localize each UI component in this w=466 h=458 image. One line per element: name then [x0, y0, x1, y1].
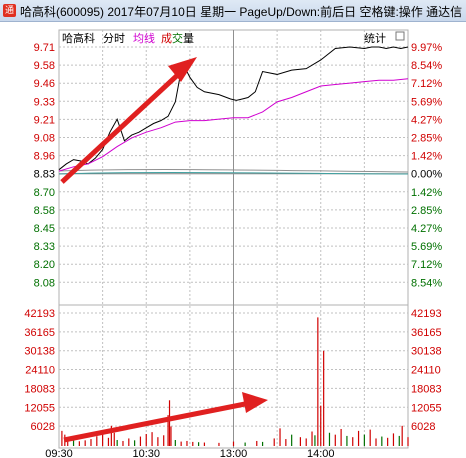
- mode-label[interactable]: 分时: [103, 32, 125, 45]
- price-lines: [58, 46, 409, 175]
- percent-tick-label: 2.85%: [411, 205, 442, 217]
- app-icon: 通: [3, 4, 16, 17]
- price-tick-label: 9.21: [34, 114, 55, 126]
- price-tick-label: 8.20: [34, 259, 55, 271]
- window-title: 哈高科(600095) 2017年07月10日 星期一 PageUp/Down:…: [20, 5, 463, 19]
- volume-bars: [61, 317, 409, 446]
- time-tick-label: 13:00: [220, 448, 248, 458]
- volume-axis: 42193 42193 36165 36165 30138 30138 24110 24110…: [24, 308, 441, 433]
- volume-tick-label-right: 42193: [411, 308, 442, 320]
- window-title-bar: 通 哈高科(600095) 2017年07月10日 星期一 PageUp/Dow…: [0, 0, 466, 22]
- percent-tick-label: 5.69%: [411, 96, 442, 108]
- benchmark-line-teal: [58, 171, 409, 175]
- price-tick-label: 9.33: [34, 96, 55, 108]
- volume-tick-label-right: 6028: [411, 421, 435, 433]
- price-tick-label: 8.70: [34, 187, 55, 199]
- price-tick-label: 8.33: [34, 241, 55, 253]
- vol-label-liang: 量: [183, 32, 194, 45]
- price-tick-label: 8.58: [34, 205, 55, 217]
- time-axis: 09:30 10:30 13:00 14:00: [45, 448, 334, 458]
- price-axis: 9.71 9.58 9.46 9.33 9.21 9.08 8.96 8.83 8.70 8.58…: [34, 42, 55, 289]
- annotation-arrow-volume: [63, 392, 268, 443]
- intraday-chart: 哈高科 分时 均线 成 交 量 统计 9.719.589.469.339.219…: [0, 22, 466, 458]
- volume-tick-label-right: 12055: [411, 402, 442, 414]
- stock-name-label: 哈高科: [62, 31, 95, 45]
- volume-tick-label-left: 18083: [24, 383, 55, 395]
- percent-tick-label: 4.27%: [411, 223, 442, 235]
- percent-tick-label: 7.12%: [411, 78, 442, 90]
- price-tick-label: 8.83: [34, 169, 55, 181]
- volume-tick-label-right: 24110: [411, 365, 441, 377]
- vol-label-cheng: 成: [161, 32, 172, 45]
- volume-tick-label-left: 6028: [31, 421, 55, 433]
- percent-tick-label: 0.00%: [411, 169, 442, 181]
- price-tick-label: 9.71: [34, 42, 55, 54]
- time-tick-label: 14:00: [307, 448, 335, 458]
- volume-tick-label-right: 36165: [411, 327, 442, 339]
- percent-tick-label: 1.42%: [411, 151, 442, 163]
- time-tick-label: 10:30: [132, 448, 160, 458]
- percent-axis: 9.97% 8.54% 7.12% 5.69% 4.27% 2.85% 1.42% 0.00%…: [411, 42, 442, 289]
- volume-tick-label-right: 18083: [411, 383, 442, 395]
- stats-toggle-icon[interactable]: [395, 31, 405, 41]
- average-price-line: [58, 78, 409, 172]
- price-tick-label: 9.46: [34, 78, 55, 90]
- price-tick-label: 8.45: [34, 223, 55, 235]
- percent-tick-label: 8.54%: [411, 277, 442, 289]
- volume-tick-label-left: 36165: [24, 327, 55, 339]
- avg-line-label[interactable]: 均线: [133, 31, 155, 45]
- percent-tick-label: 8.54%: [411, 60, 442, 72]
- volume-tick-label-left: 12055: [24, 402, 55, 414]
- price-tick-label: 9.08: [34, 133, 55, 145]
- percent-tick-label: 5.69%: [411, 241, 442, 253]
- benchmark-line-gray: [58, 169, 409, 173]
- percent-tick-label: 2.85%: [411, 133, 442, 145]
- price-tick-label: 8.96: [34, 151, 55, 163]
- percent-tick-label: 9.97%: [411, 42, 442, 54]
- volume-tick-label-left: 24110: [25, 365, 55, 377]
- percent-tick-label: 1.42%: [411, 187, 442, 199]
- volume-tick-label-right: 30138: [411, 346, 442, 358]
- vol-label-jiao: 交: [172, 31, 183, 45]
- price-tick-label: 8.08: [34, 277, 55, 289]
- percent-tick-label: 4.27%: [411, 114, 442, 126]
- volume-tick-label-left: 42193: [24, 308, 55, 320]
- price-tick-label: 9.58: [34, 60, 55, 72]
- time-tick-label: 09:30: [45, 448, 73, 458]
- percent-tick-label: 7.12%: [411, 259, 442, 271]
- stats-button[interactable]: 统计: [364, 32, 386, 45]
- volume-tick-label-left: 30138: [24, 346, 55, 358]
- annotation-arrow-price: [60, 57, 197, 184]
